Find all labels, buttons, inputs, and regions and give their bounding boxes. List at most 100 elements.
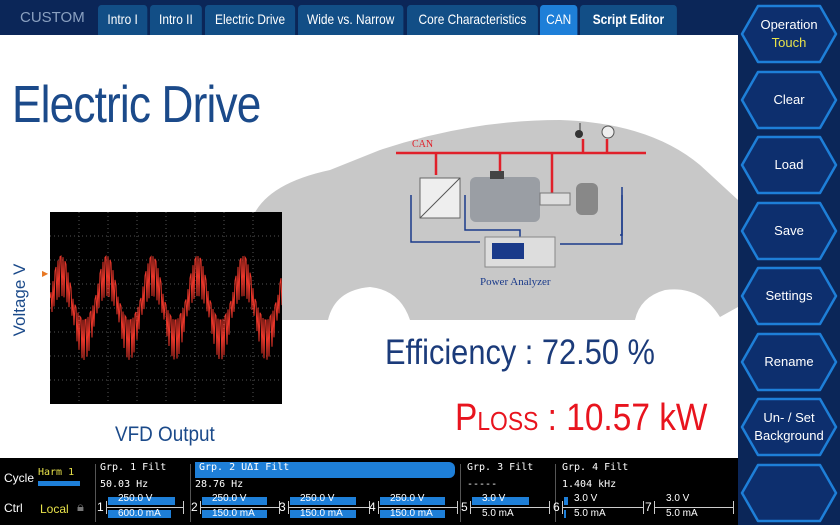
group-name: Grp. 4 <box>562 462 599 473</box>
channel-number: 6 <box>553 500 560 514</box>
voltage-trace <box>49 255 283 361</box>
page-title: Electric Drive <box>12 76 261 134</box>
group-tag: Filt <box>604 462 629 473</box>
tab-wide-vs-narrow[interactable]: Wide vs. Narrow <box>298 5 404 35</box>
channel-number: 1 <box>97 500 104 514</box>
tab-electric-drive[interactable]: Electric Drive <box>205 5 296 35</box>
side-button-rename[interactable]: Rename <box>740 332 838 392</box>
scope-caption: VFD Output <box>115 423 215 446</box>
group-name: Grp. 2 <box>199 462 236 473</box>
divider <box>460 464 461 522</box>
channel-number: 3 <box>279 500 286 514</box>
channel-7[interactable]: 7 3.0 V 5.0 mA <box>645 493 734 522</box>
tab-script-editor[interactable]: Script Editor <box>580 5 677 35</box>
side-menu: Operation Touch Clear Load Save Settings Renam… <box>738 0 840 525</box>
side-button-clear[interactable]: Clear <box>740 70 838 130</box>
power-loss-readout: PLOSS : 10.57 kW <box>455 397 708 440</box>
current-range-bar <box>202 510 267 518</box>
diagram: CAN Power Analyzer <box>250 120 738 320</box>
voltage-range-bar <box>564 497 568 505</box>
button-label: Clear <box>773 91 805 107</box>
group-tag: Filt <box>142 462 167 473</box>
ploss-symbol: P <box>455 397 478 439</box>
tab-intro-1[interactable]: Intro I <box>98 5 148 35</box>
voltage-range: 250.0 V <box>390 493 425 504</box>
current-range: 5.0 mA <box>574 508 606 519</box>
tab-core-characteristics[interactable]: Core Characteristics <box>407 5 538 35</box>
voltage-range: 3.0 V <box>574 493 598 504</box>
divider <box>95 464 96 522</box>
voltage-range: 3.0 V <box>666 493 690 504</box>
button-label: Rename <box>764 353 814 369</box>
group-header-1[interactable]: Grp. 1 Filt <box>100 462 166 473</box>
channel-5[interactable]: 5 3.0 V 5.0 mA <box>461 493 550 522</box>
load-machine-icon <box>576 183 598 215</box>
group-frequency: 28.76 Hz <box>195 479 244 490</box>
voltage-range: 3.0 V <box>482 493 506 504</box>
mode-label: CUSTOM <box>20 9 85 26</box>
channel-2[interactable]: 2 250.0 V 150.0 mA <box>191 493 280 522</box>
channel-3[interactable]: 3 250.0 V 150.0 mA <box>279 493 370 522</box>
group-tag: Filt <box>509 462 534 473</box>
side-button-settings[interactable]: Settings <box>740 266 838 326</box>
group-tag: UΔI Filt <box>241 462 290 473</box>
button-label: Load <box>774 157 804 172</box>
current-range: 600.0 mA <box>118 508 161 519</box>
button-label: Operation <box>760 17 818 32</box>
current-range-bar <box>108 510 171 518</box>
operation-mode-value: Touch <box>771 35 807 50</box>
button-label: Un- / Set <box>763 410 815 425</box>
channel-4[interactable]: 4 250.0 V 150.0 mA <box>369 493 458 522</box>
group-header-4[interactable]: Grp. 4 Filt <box>562 462 628 473</box>
tab-can[interactable]: CAN <box>540 5 578 35</box>
current-range-bar <box>564 510 566 518</box>
voltage-range-bar <box>108 497 175 505</box>
channel-6[interactable]: 6 3.0 V 5.0 mA <box>553 493 644 522</box>
trigger-marker-icon: ▶ <box>42 269 49 278</box>
current-range: 150.0 mA <box>212 508 255 519</box>
ctrl-value: Local <box>40 502 69 516</box>
button-label-line2: Background <box>754 428 824 443</box>
tab-bar: CUSTOM Intro I Intro II Electric Drive W… <box>0 0 738 35</box>
ploss-value: : 10.57 kW <box>538 397 708 439</box>
group-header-2[interactable]: Grp. 2 UΔI Filt <box>195 462 455 478</box>
channel-number: 7 <box>645 500 652 514</box>
cycle-label: Cycle <box>4 471 35 485</box>
divider <box>555 464 556 522</box>
channel-number: 4 <box>369 500 376 514</box>
current-range: 5.0 mA <box>482 508 514 519</box>
current-range: 150.0 mA <box>390 508 433 519</box>
efficiency-readout: Efficiency : 72.50 % <box>385 333 655 372</box>
side-button-load[interactable]: Load <box>740 135 838 195</box>
group-frequency: 1.404 kHz <box>562 479 617 490</box>
channel-number: 2 <box>191 500 198 514</box>
group-frequency: ----- <box>467 479 498 490</box>
ctrl-label: Ctrl <box>4 501 23 515</box>
cycle-progress <box>38 481 80 486</box>
can-label: CAN <box>412 139 433 150</box>
group-frequency: 50.03 Hz <box>100 479 149 490</box>
group-header-3[interactable]: Grp. 3 Filt <box>467 462 533 473</box>
side-button-save[interactable]: Save <box>740 201 838 261</box>
side-button-un-set[interactable]: Un- / Set Background <box>740 397 838 457</box>
voltage-range-bar <box>380 497 445 505</box>
current-range: 5.0 mA <box>666 508 698 519</box>
side-button-operation[interactable]: Operation Touch <box>740 4 838 64</box>
channel-1[interactable]: 1 250.0 V 600.0 mA <box>97 493 184 522</box>
power-analyzer-label: Power Analyzer <box>480 276 551 288</box>
channel-number: 5 <box>461 500 468 514</box>
tab-intro-2[interactable]: Intro II <box>150 5 202 35</box>
side-button-empty[interactable] <box>740 463 838 523</box>
group-name: Grp. 3 <box>467 462 504 473</box>
current-range: 150.0 mA <box>300 508 343 519</box>
lock-icon[interactable]: 🔒︎ <box>77 500 84 515</box>
button-label: Settings <box>765 288 813 303</box>
cycle-value[interactable]: Harm 1 <box>38 467 75 478</box>
current-range-bar <box>290 510 357 518</box>
voltage-range-bar <box>290 497 357 505</box>
gauge-icon <box>601 125 615 139</box>
voltage-range: 250.0 V <box>300 493 335 504</box>
oscilloscope-waveform <box>49 212 283 404</box>
voltage-range: 250.0 V <box>118 493 153 504</box>
thermometer-icon <box>575 130 583 138</box>
